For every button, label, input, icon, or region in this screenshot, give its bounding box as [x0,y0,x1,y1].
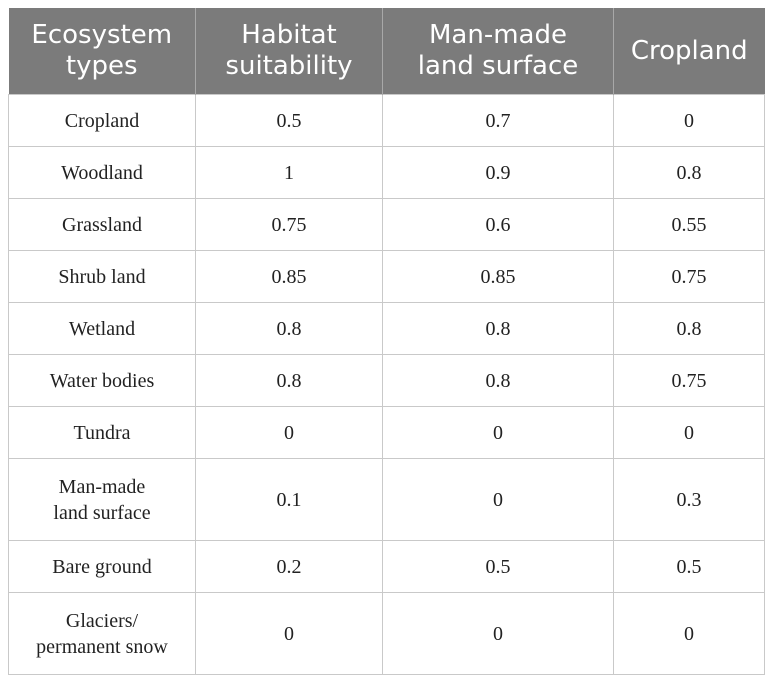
table-row: Shrub land 0.85 0.85 0.75 [8,250,765,303]
cell-habitat-suitability: 0.75 [195,198,383,251]
cell-man-made-land-surface: 0 [382,406,614,459]
header-line: Habitat [241,20,337,50]
cell-man-made-land-surface: 0 [382,458,614,541]
cell-habitat-suitability: 0.85 [195,250,383,303]
ecosystem-type-line: Cropland [64,109,140,132]
cell-habitat-suitability: 0.2 [195,540,383,593]
cell-ecosystem-type: Tundra [8,406,196,459]
cell-ecosystem-type: Woodland [8,146,196,199]
cell-habitat-suitability: 0.1 [195,458,383,541]
table-row: Grassland 0.75 0.6 0.55 [8,198,765,251]
cell-cropland: 0.8 [613,302,765,355]
header-man-made-land-surface: Man-made land surface [382,8,614,95]
ecosystem-type-line: Tundra [73,421,131,444]
cell-ecosystem-type: Bare ground [8,540,196,593]
cell-man-made-land-surface: 0.6 [382,198,614,251]
ecosystem-type-line: Grassland [62,213,142,236]
table-row: Cropland 0.5 0.7 0 [8,94,765,147]
header-row: Ecosystem types Habitat suitability Man-… [8,8,765,95]
cell-cropland: 0.55 [613,198,765,251]
header-line: suitability [225,51,353,81]
cell-man-made-land-surface: 0.85 [382,250,614,303]
table-row: Man-made land surface 0.1 0 0.3 [8,458,765,541]
cell-ecosystem-type: Water bodies [8,354,196,407]
header-line: land surface [417,51,579,81]
cell-habitat-suitability: 0.8 [195,302,383,355]
table-row: Water bodies 0.8 0.8 0.75 [8,354,765,407]
header-cropland: Cropland [613,8,765,95]
ecosystem-type-line: Water bodies [49,369,155,392]
table-row: Woodland 1 0.9 0.8 [8,146,765,199]
table-row: Wetland 0.8 0.8 0.8 [8,302,765,355]
cell-habitat-suitability: 0 [195,592,383,675]
table-row: Bare ground 0.2 0.5 0.5 [8,540,765,593]
header-line: types [65,51,138,81]
header-ecosystem-types: Ecosystem types [8,8,196,95]
cell-man-made-land-surface: 0.8 [382,354,614,407]
table-row: Tundra 0 0 0 [8,406,765,459]
header-habitat-suitability: Habitat suitability [195,8,383,95]
cell-cropland: 0.8 [613,146,765,199]
ecosystem-type-line: Wetland [68,317,136,340]
cell-cropland: 0.3 [613,458,765,541]
cell-cropland: 0.75 [613,354,765,407]
ecosystem-type-line: Bare ground [52,555,152,578]
table-body: Cropland 0.5 0.7 0 Woodland 1 0.9 0.8 Grassland 0… [8,94,765,675]
cell-ecosystem-type: Man-made land surface [8,458,196,541]
ecosystem-type-line: Shrub land [58,265,146,288]
cell-habitat-suitability: 0.8 [195,354,383,407]
cell-man-made-land-surface: 0.5 [382,540,614,593]
cell-man-made-land-surface: 0 [382,592,614,675]
cell-habitat-suitability: 0.5 [195,94,383,147]
cell-man-made-land-surface: 0.8 [382,302,614,355]
cell-habitat-suitability: 1 [195,146,383,199]
header-line: Cropland [630,35,748,66]
cell-man-made-land-surface: 0.9 [382,146,614,199]
ecosystem-table: Ecosystem types Habitat suitability Man-… [8,8,765,675]
cell-cropland: 0 [613,406,765,459]
ecosystem-type-line: Man-made [58,475,146,498]
cell-cropland: 0.5 [613,540,765,593]
cell-habitat-suitability: 0 [195,406,383,459]
header-line: Man-made [429,20,567,50]
ecosystem-type-line: permanent snow [36,635,168,658]
cell-cropland: 0 [613,592,765,675]
cell-man-made-land-surface: 0.7 [382,94,614,147]
cell-ecosystem-type: Glaciers/permanent snow [8,592,196,675]
ecosystem-type-line: Glaciers/ [65,609,139,632]
table-row: Glaciers/permanent snow 0 0 0 [8,592,765,675]
cell-cropland: 0 [613,94,765,147]
header-line: Ecosystem [31,20,173,50]
cell-ecosystem-type: Wetland [8,302,196,355]
cell-ecosystem-type: Cropland [8,94,196,147]
cell-cropland: 0.75 [613,250,765,303]
data-table-container: Ecosystem types Habitat suitability Man-… [8,8,765,675]
ecosystem-type-line: Woodland [61,161,143,184]
cell-ecosystem-type: Shrub land [8,250,196,303]
ecosystem-type-line: land surface [53,501,151,524]
cell-ecosystem-type: Grassland [8,198,196,251]
